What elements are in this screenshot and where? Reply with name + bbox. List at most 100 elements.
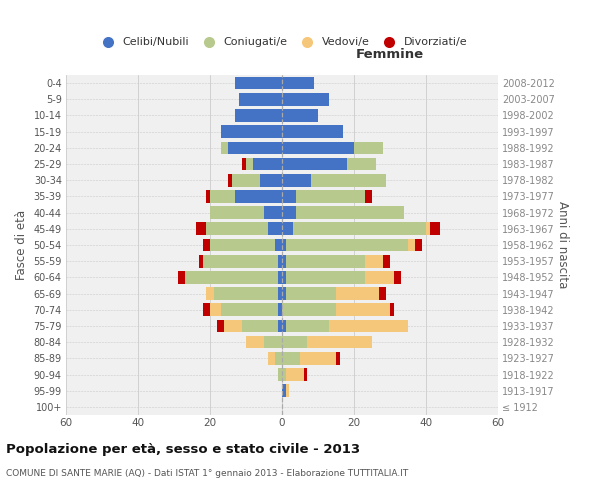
Bar	[203, 255, 278, 268]
Bar	[253, 158, 282, 170]
Bar	[210, 206, 264, 219]
Bar	[296, 190, 365, 202]
Bar	[217, 320, 224, 332]
Bar	[426, 222, 430, 235]
Y-axis label: Fasce di età: Fasce di età	[15, 210, 28, 280]
Bar	[282, 368, 286, 381]
Bar	[394, 271, 401, 283]
Bar	[235, 109, 282, 122]
Bar	[246, 336, 264, 348]
Bar	[307, 336, 372, 348]
Bar	[221, 142, 228, 154]
Bar	[282, 238, 286, 252]
Bar	[228, 174, 232, 186]
Bar	[224, 320, 242, 332]
Bar	[196, 222, 206, 235]
Bar	[260, 174, 282, 186]
Bar	[282, 384, 286, 397]
Bar	[210, 304, 221, 316]
Bar	[286, 368, 304, 381]
Bar	[275, 352, 282, 364]
Bar	[304, 368, 307, 381]
Bar	[275, 238, 282, 252]
Bar	[185, 271, 278, 283]
Bar	[282, 158, 347, 170]
Bar	[282, 336, 307, 348]
Bar	[286, 271, 365, 283]
Bar	[246, 158, 253, 170]
Bar	[235, 77, 282, 90]
Bar	[228, 142, 282, 154]
Bar	[232, 174, 260, 186]
Bar	[379, 288, 386, 300]
Bar	[286, 288, 336, 300]
Bar	[210, 238, 275, 252]
Bar	[282, 320, 286, 332]
Bar	[282, 190, 296, 202]
Text: Popolazione per età, sesso e stato civile - 2013: Popolazione per età, sesso e stato civil…	[6, 442, 360, 456]
Bar	[336, 288, 379, 300]
Bar	[282, 109, 318, 122]
Bar	[278, 255, 282, 268]
Bar	[282, 222, 293, 235]
Bar	[278, 320, 282, 332]
Bar	[282, 93, 329, 106]
Bar	[365, 190, 372, 202]
Bar	[282, 142, 354, 154]
Bar	[282, 304, 336, 316]
Bar	[278, 368, 282, 381]
Bar	[282, 288, 286, 300]
Bar	[268, 222, 282, 235]
Bar	[206, 288, 214, 300]
Bar	[311, 174, 386, 186]
Bar	[214, 288, 278, 300]
Bar	[278, 304, 282, 316]
Bar	[286, 255, 365, 268]
Bar	[336, 352, 340, 364]
Bar	[242, 320, 278, 332]
Bar	[264, 336, 282, 348]
Bar	[178, 271, 185, 283]
Bar	[278, 288, 282, 300]
Bar	[282, 271, 286, 283]
Bar	[408, 238, 415, 252]
Bar	[329, 320, 408, 332]
Bar	[282, 255, 286, 268]
Bar	[383, 255, 390, 268]
Bar	[203, 238, 210, 252]
Bar	[282, 77, 314, 90]
Bar	[282, 352, 300, 364]
Bar	[221, 304, 278, 316]
Text: Femmine: Femmine	[356, 48, 424, 62]
Legend: Celibi/Nubili, Coniugati/e, Vedovi/e, Divorziati/e: Celibi/Nubili, Coniugati/e, Vedovi/e, Di…	[92, 33, 472, 52]
Bar	[206, 190, 210, 202]
Text: COMUNE DI SANTE MARIE (AQ) - Dati ISTAT 1° gennaio 2013 - Elaborazione TUTTITALI: COMUNE DI SANTE MARIE (AQ) - Dati ISTAT …	[6, 469, 408, 478]
Y-axis label: Anni di nascita: Anni di nascita	[556, 202, 569, 288]
Bar	[300, 352, 336, 364]
Bar	[430, 222, 440, 235]
Bar	[239, 93, 282, 106]
Bar	[203, 304, 210, 316]
Bar	[286, 320, 329, 332]
Bar	[242, 158, 246, 170]
Bar	[365, 255, 383, 268]
Bar	[293, 222, 426, 235]
Bar	[390, 304, 394, 316]
Bar	[336, 304, 390, 316]
Bar	[354, 142, 383, 154]
Bar	[264, 206, 282, 219]
Bar	[286, 384, 289, 397]
Bar	[282, 206, 296, 219]
Bar	[278, 271, 282, 283]
Bar	[282, 174, 311, 186]
Bar	[282, 126, 343, 138]
Bar	[286, 238, 408, 252]
Bar	[365, 271, 394, 283]
Bar	[199, 255, 203, 268]
Bar	[221, 126, 282, 138]
Bar	[206, 222, 268, 235]
Bar	[235, 190, 282, 202]
Bar	[296, 206, 404, 219]
Bar	[347, 158, 376, 170]
Bar	[415, 238, 422, 252]
